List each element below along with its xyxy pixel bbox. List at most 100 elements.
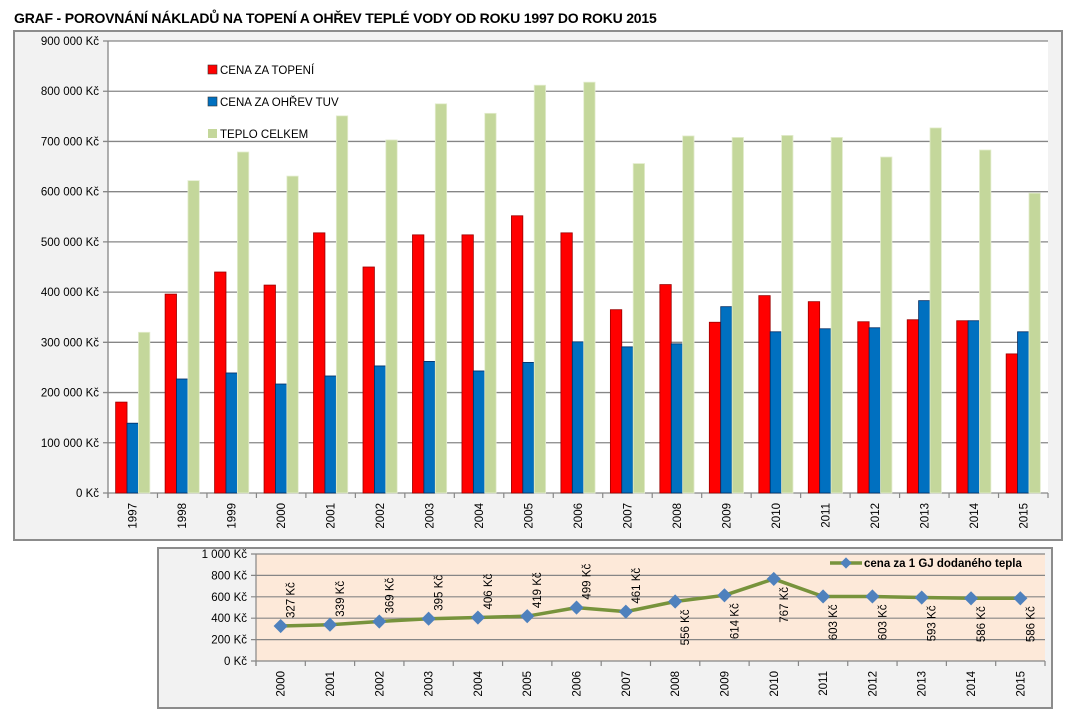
line-chart-legend: cena za 1 GJ dodaného tepla bbox=[830, 557, 1022, 570]
bar-tuv bbox=[275, 383, 288, 494]
x-tick-label: 2013 bbox=[919, 503, 931, 529]
bar-celkem bbox=[533, 84, 547, 494]
bar-tuv bbox=[769, 331, 782, 494]
bar-celkem bbox=[1028, 192, 1041, 494]
bar-topeni bbox=[857, 321, 870, 494]
data-point-marker bbox=[470, 610, 485, 625]
x-tick-label: 1997 bbox=[128, 503, 140, 529]
x-tick-label: 2000 bbox=[276, 671, 288, 697]
x-tick-label: 1998 bbox=[177, 503, 189, 529]
x-tick-label: 2003 bbox=[425, 503, 437, 529]
data-label: 327 Kč bbox=[286, 582, 298, 618]
y-tick-label: 400 000 Kč bbox=[41, 287, 99, 299]
x-tick-label: 2008 bbox=[670, 671, 682, 697]
data-label: 603 Kč bbox=[877, 604, 889, 640]
bar-topeni bbox=[412, 234, 425, 494]
bar-topeni bbox=[807, 301, 821, 494]
x-tick-label: 2005 bbox=[524, 503, 536, 529]
x-tick-label: 2015 bbox=[1018, 503, 1030, 529]
data-point-marker bbox=[865, 589, 880, 604]
bar-celkem bbox=[880, 156, 893, 494]
bar-topeni bbox=[659, 284, 672, 494]
legend-swatch bbox=[208, 129, 217, 138]
data-label: 586 Kč bbox=[976, 606, 988, 642]
data-label: 603 Kč bbox=[828, 604, 840, 640]
data-label: 461 Kč bbox=[631, 568, 643, 604]
data-point-marker bbox=[816, 589, 831, 604]
data-label: 614 Kč bbox=[729, 603, 741, 639]
data-label: 586 Kč bbox=[1025, 606, 1037, 642]
data-label: 767 Kč bbox=[779, 587, 791, 623]
bar-tuv bbox=[720, 306, 733, 494]
x-tick-label: 2005 bbox=[522, 671, 534, 697]
y-tick-label: 900 000 Kč bbox=[41, 36, 99, 48]
bar-tuv bbox=[868, 327, 881, 494]
x-tick-label: 2001 bbox=[326, 503, 338, 529]
bar-celkem bbox=[583, 81, 596, 494]
y-tick-label: 300 000 Kč bbox=[41, 337, 99, 349]
data-point-marker bbox=[717, 588, 732, 603]
bar-topeni bbox=[758, 295, 771, 494]
data-label: 369 Kč bbox=[384, 577, 396, 613]
price-line bbox=[280, 577, 1021, 628]
y-tick-label: 500 000 Kč bbox=[41, 237, 99, 249]
bar-tuv bbox=[423, 361, 436, 494]
bar-celkem bbox=[632, 163, 645, 494]
data-label: 339 Kč bbox=[335, 581, 347, 617]
y-tick-label: 600 Kč bbox=[211, 592, 247, 604]
legend-label: TEPLO CELKEM bbox=[220, 129, 308, 141]
bar-tuv bbox=[819, 328, 832, 494]
x-tick-label: 2015 bbox=[1015, 671, 1027, 697]
y-tick-label: 200 000 Kč bbox=[41, 388, 99, 400]
x-tick-label: 2001 bbox=[325, 671, 337, 697]
y-tick-label: 0 Kč bbox=[76, 488, 99, 500]
x-tick-label: 2011 bbox=[818, 671, 830, 696]
y-tick-label: 600 000 Kč bbox=[41, 187, 99, 199]
bar-tuv bbox=[126, 422, 139, 494]
bar-tuv bbox=[324, 375, 337, 494]
bar-celkem bbox=[434, 103, 448, 494]
x-tick-label: 2012 bbox=[867, 671, 879, 697]
x-tick-label: 2007 bbox=[622, 503, 634, 529]
x-tick-label: 2014 bbox=[966, 670, 978, 696]
bar-topeni bbox=[956, 320, 969, 494]
y-tick-label: 400 Kč bbox=[211, 613, 247, 625]
x-tick-label: 2010 bbox=[771, 503, 783, 529]
bar-topeni bbox=[511, 215, 524, 494]
line-chart-plot: 0 Kč 200 Kč 400 Kč 600 Kč 800 Kč 1 000 Kč 2000… bbox=[202, 549, 1046, 697]
y-tick-label: 100 000 Kč bbox=[41, 438, 99, 450]
bar-celkem bbox=[979, 149, 992, 494]
bar-celkem bbox=[236, 151, 250, 494]
x-tick-label: 2014 bbox=[969, 502, 981, 528]
x-tick-label: 2011 bbox=[820, 503, 832, 528]
data-point-marker bbox=[372, 614, 387, 629]
data-point-marker bbox=[322, 617, 338, 632]
bar-tuv bbox=[176, 378, 189, 494]
legend-swatch bbox=[207, 96, 218, 107]
bar-celkem bbox=[187, 180, 200, 494]
x-tick-label: 2002 bbox=[374, 671, 386, 697]
x-tick-label: 2006 bbox=[572, 671, 584, 697]
data-label: 556 Kč bbox=[680, 609, 692, 645]
bar-celkem bbox=[385, 139, 398, 494]
bar-tuv bbox=[967, 320, 980, 494]
bar-celkem bbox=[484, 112, 497, 494]
data-point-marker bbox=[618, 604, 633, 619]
bar-tuv bbox=[621, 346, 634, 494]
x-tick-label: 2013 bbox=[917, 671, 929, 697]
bar-topeni bbox=[164, 293, 177, 494]
x-tick-label: 2010 bbox=[769, 671, 781, 697]
data-point-marker bbox=[520, 609, 535, 624]
y-tick-label: 800 000 Kč bbox=[41, 86, 99, 98]
bar-celkem bbox=[781, 135, 794, 494]
x-tick-label: 2000 bbox=[276, 503, 288, 529]
x-tick-label: 2008 bbox=[672, 503, 684, 529]
x-tick-label: 2006 bbox=[573, 503, 585, 529]
data-point-marker bbox=[1013, 591, 1028, 606]
bar-tuv bbox=[571, 341, 585, 494]
x-tick-label: 2004 bbox=[474, 502, 486, 528]
x-tick-label: 2007 bbox=[621, 671, 633, 697]
legend-label: CENA ZA TOPENÍ bbox=[220, 64, 315, 77]
bar-tuv bbox=[374, 365, 387, 494]
bar-chart-legend: CENA ZA TOPENÍ CENA ZA OHŘEV TUV TEPLO CEL… bbox=[207, 64, 339, 141]
